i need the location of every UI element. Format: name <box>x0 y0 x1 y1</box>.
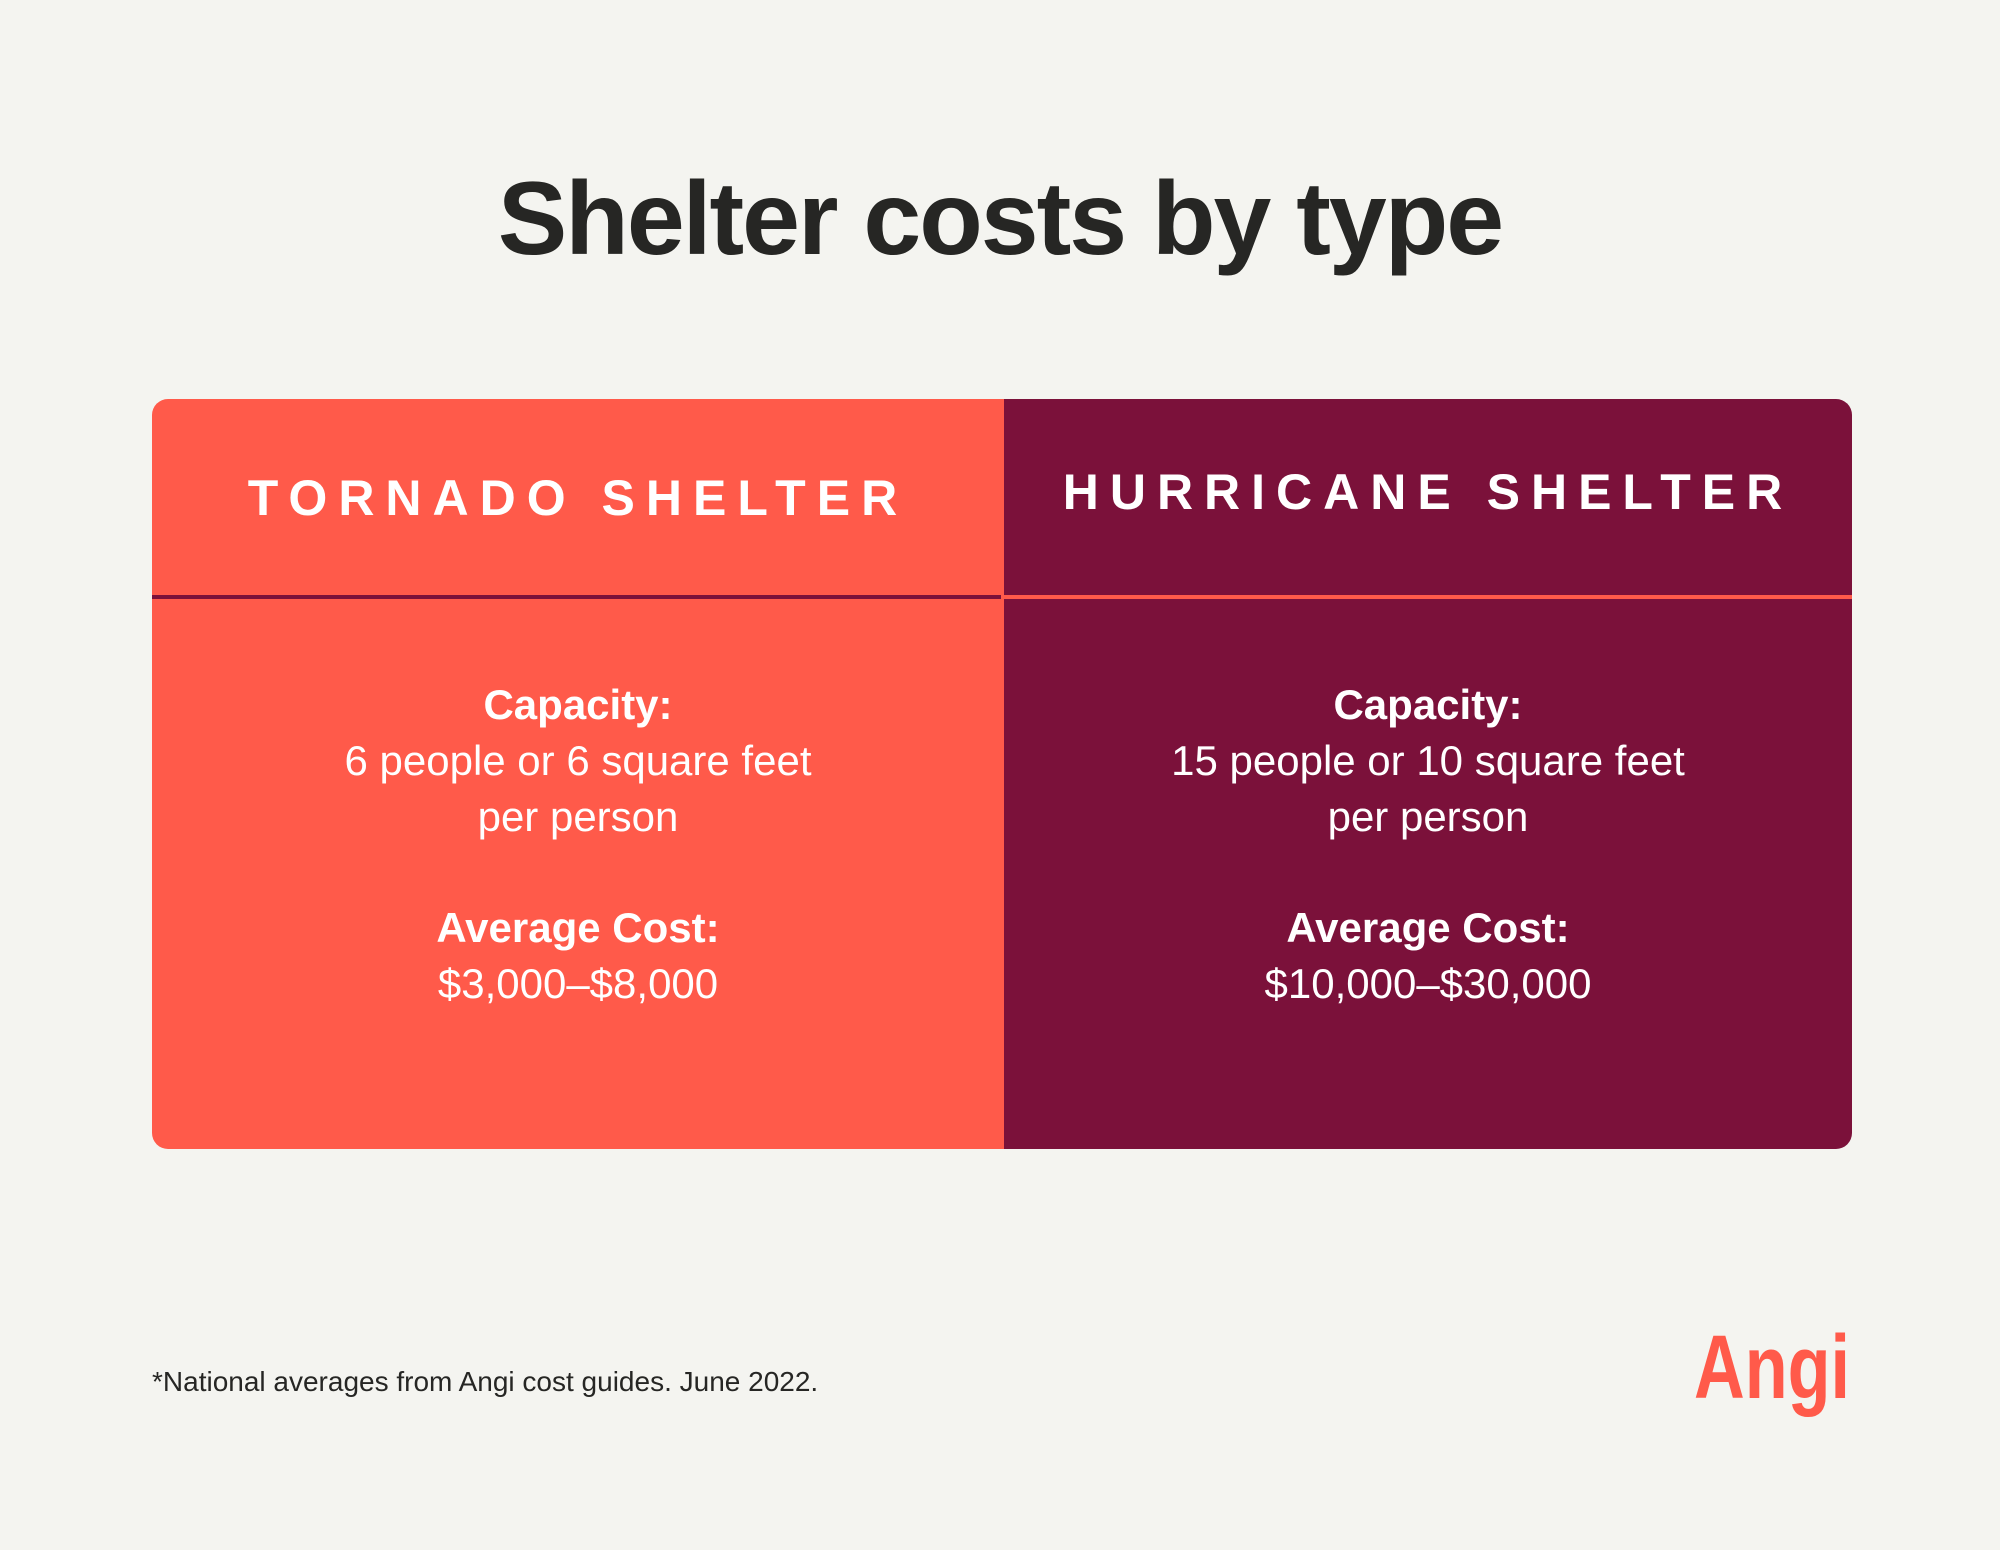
header-divider <box>1004 595 1852 599</box>
capacity-value-cont: per person <box>477 793 679 840</box>
cost-label: Average Cost: <box>1286 904 1570 951</box>
cost-value: $10,000–$30,000 <box>1264 960 1592 1007</box>
footnote: *National averages from Angi cost guides… <box>152 1366 819 1397</box>
column-header: TORNADO SHELTER <box>247 470 909 526</box>
page-title: Shelter costs by type <box>497 161 1504 277</box>
comparison-card: TORNADO SHELTER Capacity: 6 people or 6 … <box>152 399 1852 1149</box>
logo-text: Angi <box>1694 1320 1850 1418</box>
column-body: Capacity: 15 people or 10 square feet pe… <box>1004 677 1852 1012</box>
capacity-label: Capacity: <box>1333 681 1523 728</box>
tornado-shelter-column: TORNADO SHELTER Capacity: 6 people or 6 … <box>152 399 1004 1149</box>
header-divider <box>152 595 1001 599</box>
column-body: Capacity: 6 people or 6 square feet per … <box>152 677 1004 1012</box>
capacity-value-cont: per person <box>1327 793 1529 840</box>
capacity-value: 15 people or 10 square feet <box>1171 737 1685 784</box>
capacity-label: Capacity: <box>483 681 673 728</box>
angi-logo: Angi <box>1694 1320 1850 1418</box>
hurricane-shelter-column: HURRICANE SHELTER Capacity: 15 people or… <box>1004 399 1852 1149</box>
cost-label: Average Cost: <box>436 904 720 951</box>
capacity-value: 6 people or 6 square feet <box>344 737 812 784</box>
column-header: HURRICANE SHELTER <box>1062 464 1794 520</box>
cost-value: $3,000–$8,000 <box>437 960 719 1007</box>
